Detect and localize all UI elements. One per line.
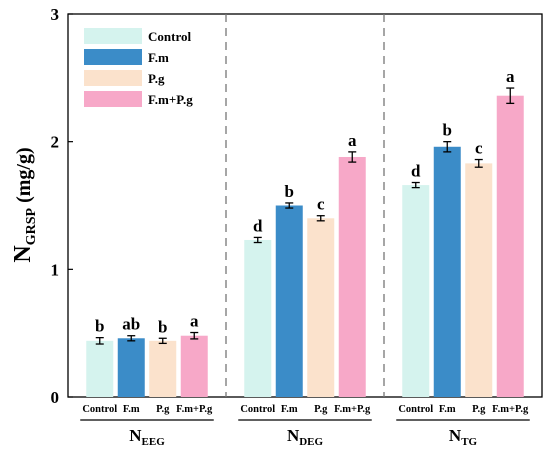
- x-tick-label: P.g: [156, 404, 170, 415]
- group-label: NDEG: [287, 426, 324, 448]
- significance-letter: d: [411, 162, 421, 181]
- bar: [433, 146, 461, 397]
- y-tick-label: 3: [51, 5, 60, 24]
- x-tick-label: Control: [82, 404, 117, 415]
- group-label: NTG: [449, 426, 478, 448]
- legend-swatch: [84, 70, 142, 86]
- significance-letter: d: [253, 216, 263, 235]
- bar: [117, 338, 145, 397]
- legend-swatch: [84, 91, 142, 107]
- group-label-sub: EEG: [142, 436, 166, 448]
- significance-letter: b: [158, 317, 167, 336]
- legend-label: P.g: [148, 71, 165, 86]
- bar: [180, 335, 208, 397]
- y-tick-label: 2: [51, 133, 60, 152]
- significance-letter: ab: [122, 315, 140, 334]
- x-tick-label: F.m+P.g: [334, 404, 371, 415]
- significance-letter: a: [348, 131, 357, 150]
- group-label: NEEG: [129, 426, 165, 448]
- x-tick-label: F.m: [439, 404, 456, 415]
- bar: [244, 239, 272, 397]
- bar: [275, 205, 303, 397]
- group-label-main: N: [449, 426, 462, 445]
- y-label-main: N: [10, 245, 36, 263]
- plot-frame: [67, 13, 543, 398]
- x-tick-label: Control: [240, 404, 275, 415]
- legend-label: Control: [148, 29, 191, 44]
- y-axis-label: NGRSP (mg/g): [10, 147, 39, 262]
- bar: [338, 156, 366, 397]
- x-tick-label: F.m: [281, 404, 298, 415]
- bar: [402, 185, 430, 397]
- significance-letter: a: [506, 67, 515, 86]
- x-tick-label: P.g: [314, 404, 328, 415]
- significance-letter: b: [285, 182, 294, 201]
- legend-swatch: [84, 28, 142, 44]
- group-label-sub: TG: [461, 436, 477, 448]
- y-label-unit: (mg/g): [13, 147, 35, 208]
- legend-label: F.m+P.g: [148, 92, 193, 107]
- x-tick-label: F.m+P.g: [176, 404, 213, 415]
- legend-label: F.m: [148, 50, 169, 65]
- significance-letter: b: [443, 121, 452, 140]
- legend-swatch: [84, 49, 142, 65]
- x-tick-label: F.m: [123, 404, 140, 415]
- x-tick-label: F.m+P.g: [492, 404, 529, 415]
- significance-letter: a: [190, 312, 199, 331]
- group-label-main: N: [287, 426, 300, 445]
- group-label-main: N: [129, 426, 142, 445]
- bar: [465, 163, 493, 397]
- bar: [149, 340, 177, 397]
- x-tick-label: Control: [398, 404, 433, 415]
- bar: [307, 218, 335, 397]
- significance-letter: c: [475, 139, 483, 158]
- significance-letter: c: [317, 195, 325, 214]
- y-tick-label: 0: [51, 388, 60, 407]
- y-tick-label: 1: [51, 260, 60, 279]
- bar: [496, 95, 524, 397]
- x-tick-label: P.g: [472, 404, 486, 415]
- significance-letter: b: [95, 317, 104, 336]
- group-label-sub: DEG: [299, 436, 323, 448]
- y-label-sub: GRSP: [24, 207, 39, 245]
- bar: [86, 340, 114, 397]
